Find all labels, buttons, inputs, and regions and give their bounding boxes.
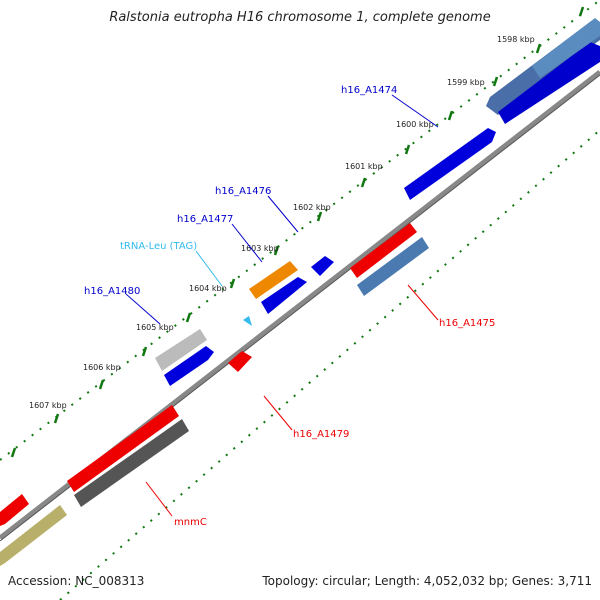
major-ticks	[10, 6, 585, 458]
gene-h16-a1476[interactable]	[311, 256, 334, 276]
label-h16-a1476[interactable]: h16_A1476	[215, 186, 271, 197]
label-h16-a1479[interactable]: h16_A1479	[293, 429, 349, 440]
label-h16-a1480[interactable]: h16_A1480	[84, 286, 140, 297]
label-h16-a1475[interactable]: h16_A1475	[439, 318, 495, 329]
map-title: Ralstonia eutropha H16 chromosome 1, com…	[109, 10, 491, 25]
gene-h16-a1475-blue[interactable]	[357, 237, 429, 296]
outer-tick-ruler	[0, 0, 600, 461]
tick-label-1599: 1599 kbp	[447, 78, 485, 87]
tick-label-1606: 1606 kbp	[83, 363, 121, 372]
gene-h16-a1479[interactable]	[228, 351, 252, 372]
gene-h16-a1474[interactable]	[404, 128, 496, 200]
label-trna-leu[interactable]: tRNA-Leu (TAG)	[120, 241, 197, 252]
tick-label-1600: 1600 kbp	[396, 120, 434, 129]
gene-h16-a1474-b[interactable]	[498, 42, 600, 124]
accession-text: Accession: NC_008313	[8, 574, 145, 588]
tick-label-1607: 1607 kbp	[29, 401, 67, 410]
topology-text: Topology: circular; Length: 4,052,032 bp…	[262, 574, 592, 588]
tick-label-1604: 1604 kbp	[189, 284, 227, 293]
gene-h16-a1480[interactable]	[164, 346, 214, 386]
label-leaders	[125, 94, 439, 517]
tick-label-1602: 1602 kbp	[293, 203, 331, 212]
gene-mnmC[interactable]	[67, 405, 179, 492]
gene-bottom-olive[interactable]	[0, 505, 67, 566]
tick-label-1601: 1601 kbp	[345, 162, 383, 171]
forward-gene-track	[155, 18, 600, 386]
tick-label-1598: 1598 kbp	[497, 35, 535, 44]
reverse-gene-track	[0, 223, 429, 566]
gene-trna-leu[interactable]	[243, 316, 252, 326]
gene-h16-a1480-grey[interactable]	[155, 329, 207, 371]
gene-orange[interactable]	[249, 261, 298, 299]
inner-tick-ruler	[59, 129, 600, 600]
tick-label-1605: 1605 kbp	[136, 323, 174, 332]
tick-label-1603: 1603 kbp	[241, 244, 279, 253]
label-h16-a1474[interactable]: h16_A1474	[341, 85, 397, 96]
gene-bottom-red[interactable]	[0, 494, 29, 526]
label-h16-a1477[interactable]: h16_A1477	[177, 214, 233, 225]
gene-h16-a1477[interactable]	[261, 277, 307, 314]
gene-h16-a1475[interactable]	[350, 223, 417, 278]
gene-top-lightblue[interactable]	[532, 18, 600, 78]
label-mnmC[interactable]: mnmC	[174, 517, 207, 528]
gene-grey-dark[interactable]	[74, 419, 189, 507]
